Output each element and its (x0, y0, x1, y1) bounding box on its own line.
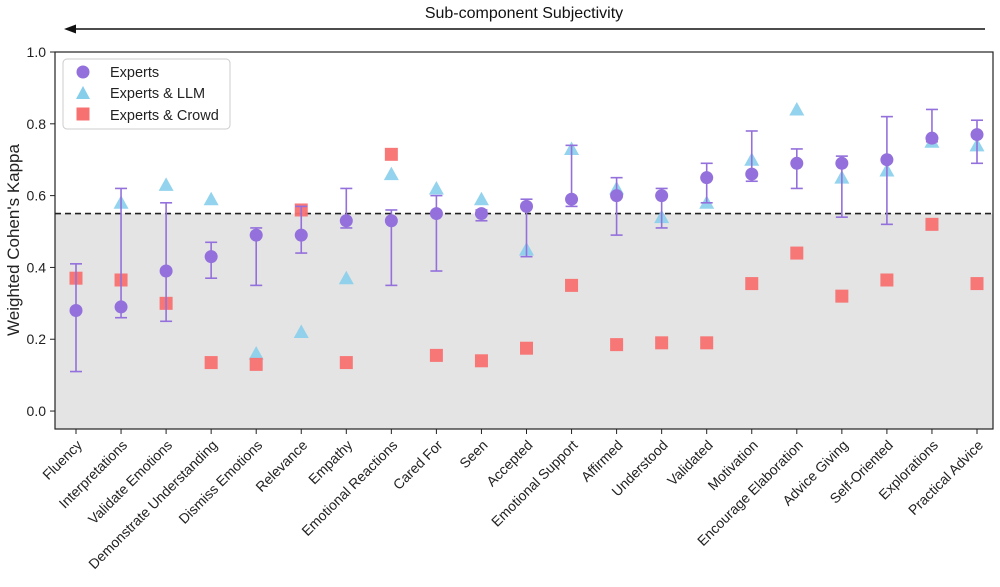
y-tick-label: 0.0 (27, 403, 47, 419)
legend: Experts Experts & LLM Experts & Crowd (62, 58, 231, 130)
legend-label-experts-crowd: Experts & Crowd (110, 108, 219, 124)
experts-point (655, 189, 669, 203)
experts-crowd-point (655, 336, 669, 350)
y-axis-label: Weighted Cohen's Kappa (4, 143, 23, 336)
experts-llm-point (428, 180, 444, 195)
y-tick-label: 0.4 (27, 259, 47, 275)
experts-llm-point (473, 191, 489, 206)
experts-point (474, 207, 488, 221)
experts-crowd-point (204, 356, 218, 370)
experts-point (384, 214, 398, 228)
top-annotation: Sub-component Subjectivity (425, 5, 623, 22)
experts-llm-point (203, 191, 219, 206)
legend-label-experts-llm: Experts & LLM (110, 86, 205, 102)
experts-crowd-point (429, 348, 443, 362)
experts-point (114, 300, 128, 314)
y-tick-label: 0.6 (27, 188, 47, 204)
plot-frame (54, 51, 994, 430)
experts-llm-point (158, 177, 174, 191)
experts-point (970, 128, 984, 142)
experts-llm-point (383, 166, 399, 181)
experts-llm-point (338, 270, 354, 285)
legend-marker-experts-llm (76, 86, 90, 99)
legend-marker-experts-crowd (76, 107, 90, 121)
experts-point (339, 214, 353, 228)
experts-point (610, 189, 624, 203)
legend-marker-experts (76, 65, 90, 79)
x-tick-label: Seen (456, 437, 490, 471)
x-tick-label: Emotional Support (488, 437, 581, 530)
experts-crowd-point (384, 147, 398, 161)
x-tick-label: Cared For (390, 437, 446, 493)
experts-point (700, 171, 714, 185)
y-tick-label: 0.2 (27, 331, 47, 347)
experts-crowd-point (880, 273, 894, 287)
experts-point (249, 228, 263, 242)
experts-crowd-point (790, 246, 804, 260)
experts-crowd-point (970, 277, 984, 291)
experts-crowd-point (339, 356, 353, 370)
x-tick-label: Validate Emotions (85, 437, 175, 527)
experts-llm-point (789, 101, 805, 116)
experts-crowd-point (474, 354, 488, 368)
experts-point (835, 156, 849, 170)
experts-point (429, 207, 443, 221)
y-tick-label: 0.8 (27, 116, 47, 132)
x-tick-label: Fluency (39, 437, 85, 483)
experts-llm-point (293, 324, 309, 339)
experts-point (69, 304, 83, 318)
x-tick-label: Dismiss Emotions (175, 437, 265, 527)
experts-crowd-point (745, 277, 759, 291)
experts-point (790, 156, 804, 170)
experts-point (880, 153, 894, 167)
experts-point (745, 167, 759, 181)
experts-point (204, 250, 218, 264)
experts-point (294, 228, 308, 242)
experts-crowd-point (700, 336, 714, 350)
experts-crowd-point (610, 338, 624, 352)
experts-point (565, 192, 579, 206)
experts-crowd-point (520, 341, 533, 355)
y-tick-label: 1.0 (27, 44, 47, 60)
experts-crowd-point (565, 278, 579, 292)
legend-box (62, 58, 231, 130)
experts-point (159, 264, 173, 278)
experts-crowd-point (835, 289, 849, 303)
experts-llm-point (248, 346, 264, 360)
experts-crowd-point (249, 357, 263, 371)
subjectivity-arrowhead (64, 24, 76, 34)
experts-crowd-point (925, 217, 939, 231)
below-threshold-shading (55, 213, 993, 429)
legend-label-experts: Experts (110, 65, 159, 81)
experts-point (925, 131, 939, 145)
experts-point (520, 199, 533, 213)
